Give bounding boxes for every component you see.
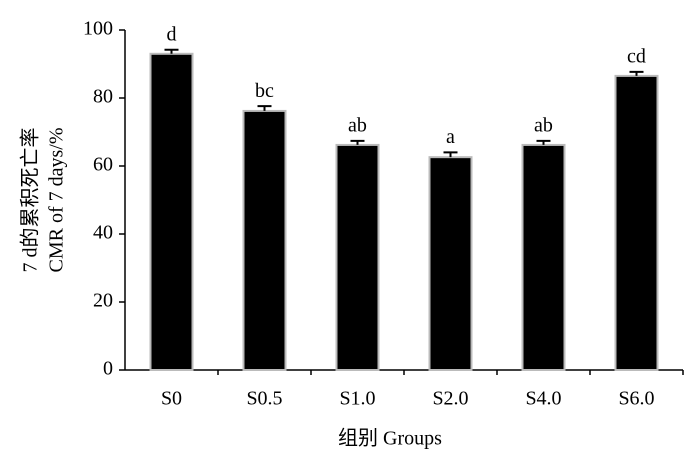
error-bar (536, 139, 551, 145)
x-tick-label: S0.5 (246, 388, 282, 410)
x-tick-label: S2.0 (432, 388, 468, 410)
significance-label: a (446, 126, 455, 148)
bar (335, 143, 380, 371)
y-axis-label: 7 d的累积死亡率 (19, 128, 42, 273)
bar (521, 143, 566, 371)
significance-label: ab (348, 114, 367, 136)
error-bar (164, 48, 179, 54)
bar (242, 109, 287, 371)
x-tick-label: S6.0 (618, 388, 654, 410)
x-tick-label: S0 (161, 388, 182, 410)
y-tick-label: 60 (93, 154, 113, 176)
y-tick-label: 80 (93, 86, 113, 108)
significance-label: ab (534, 114, 553, 136)
x-tick-label: S4.0 (525, 388, 561, 410)
error-bar (443, 151, 458, 158)
y-axis-label: CMR of 7 days/% (46, 128, 68, 273)
error-bar (350, 139, 365, 145)
significance-label: d (167, 23, 177, 45)
bar (149, 52, 194, 372)
x-axis-label: 组别 Groups (338, 427, 442, 450)
y-tick-label: 40 (93, 222, 113, 244)
significance-label: cd (627, 45, 646, 67)
y-tick-label: 0 (103, 358, 113, 380)
x-tick-label: S1.0 (339, 388, 375, 410)
significance-label: bc (255, 80, 274, 102)
bar (614, 74, 659, 372)
y-tick-label: 20 (93, 290, 113, 312)
y-tick-label: 100 (83, 18, 113, 40)
error-bar (629, 70, 644, 76)
error-bar (257, 105, 272, 111)
bar (428, 156, 473, 371)
